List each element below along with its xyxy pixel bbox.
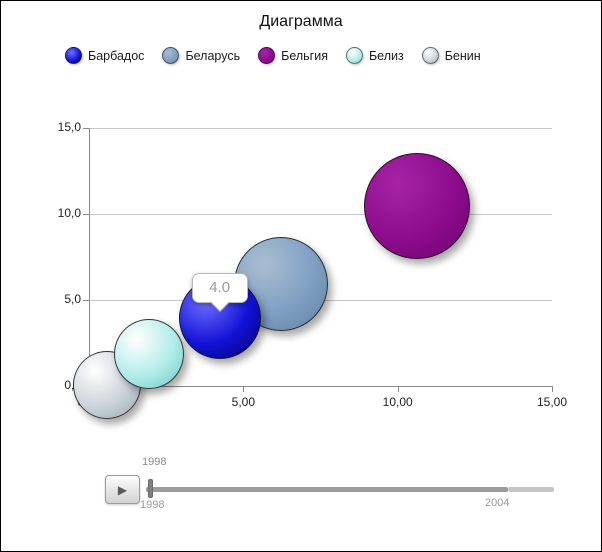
x-axis-label: 5,00 xyxy=(231,395,255,409)
legend: Барбадос Беларусь Бельгия Белиз Бенин xyxy=(65,47,481,64)
y-axis-label: 5,0 xyxy=(64,292,81,306)
bubble[interactable] xyxy=(113,319,184,390)
play-icon: ▶ xyxy=(117,482,128,497)
x-axis-tick xyxy=(552,386,553,392)
legend-item-label: Бельгия xyxy=(281,48,328,63)
x-axis-tick xyxy=(397,386,399,392)
x-axis-line xyxy=(89,386,552,387)
legend-bubble-icon xyxy=(65,47,82,64)
x-axis-label: 10,00 xyxy=(382,395,413,409)
gridline-horizontal xyxy=(89,128,552,129)
y-axis-line xyxy=(89,128,90,386)
y-axis-tick xyxy=(83,128,89,129)
tooltip-value: 4,0 xyxy=(209,279,231,297)
legend-bubble-icon xyxy=(345,47,363,64)
bubble[interactable] xyxy=(364,153,471,260)
tooltip: 4,0 xyxy=(191,273,248,313)
legend-item-label: Белиз xyxy=(368,48,404,63)
chart-title: Диаграмма xyxy=(259,13,343,30)
legend-bubble-icon xyxy=(421,47,439,64)
legend-bubble-icon xyxy=(258,47,276,64)
timeline-end-label: 2004 xyxy=(485,497,510,509)
legend-bubble-icon xyxy=(162,47,180,64)
timeline-track[interactable] xyxy=(146,487,508,492)
legend-item[interactable]: Белиз xyxy=(345,47,404,64)
timeline-thumb[interactable] xyxy=(148,479,153,498)
legend-item[interactable]: Беларусь xyxy=(162,47,240,64)
legend-item[interactable]: Бенин xyxy=(421,47,481,64)
x-axis-tick xyxy=(243,386,245,392)
y-axis-tick xyxy=(83,300,89,301)
timeline-start-label: 1998 xyxy=(140,499,165,511)
legend-item-label: Беларусь xyxy=(185,48,241,63)
play-button[interactable]: ▶ xyxy=(105,475,140,504)
gridline-horizontal xyxy=(89,214,552,215)
legend-item-label: Барбадос xyxy=(88,48,145,63)
legend-item[interactable]: Барбадос xyxy=(65,47,144,64)
legend-item-label: Бенин xyxy=(444,48,481,63)
y-axis-label: 10,0 xyxy=(57,206,81,220)
timeline-current-label: 1998 xyxy=(142,456,167,468)
y-axis-label: 15,0 xyxy=(57,120,81,134)
timeline-track-remainder[interactable] xyxy=(508,487,554,492)
x-axis-label: 15,00 xyxy=(536,395,568,409)
y-axis-tick xyxy=(83,214,89,215)
legend-item[interactable]: Бельгия xyxy=(258,47,328,64)
